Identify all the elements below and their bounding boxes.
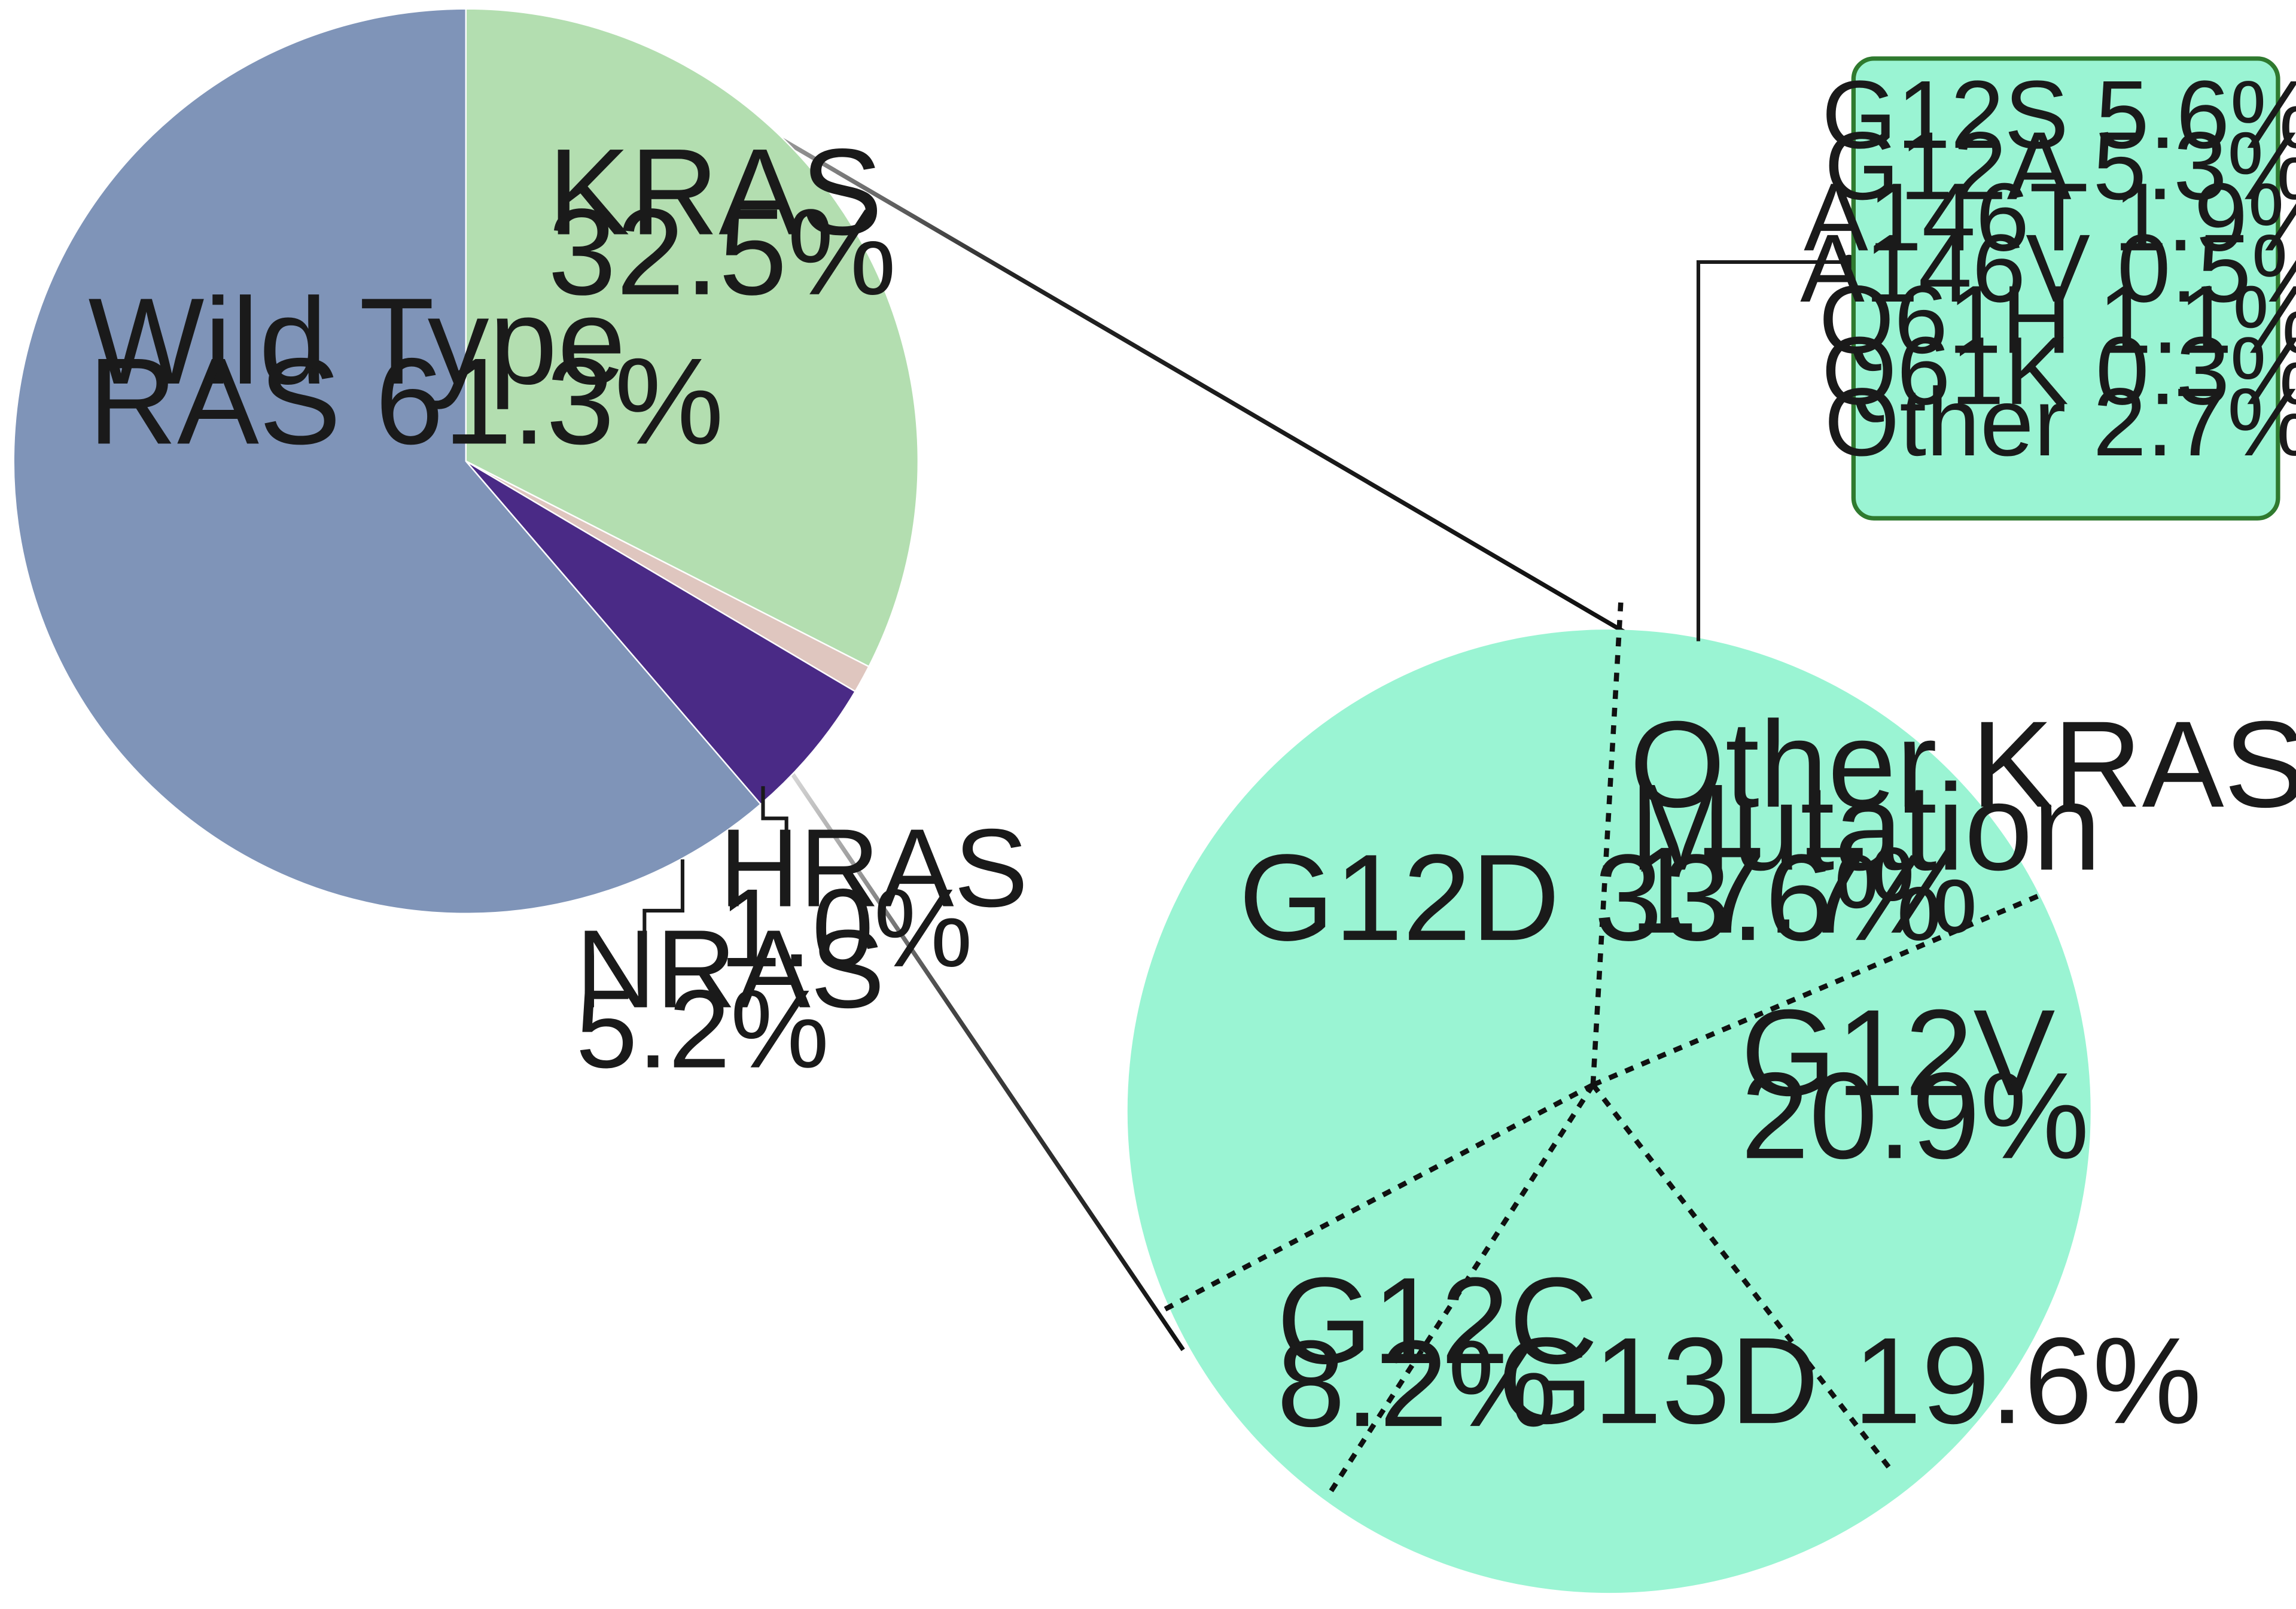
other-kras-label: Other KRAS Mutation 17.7% <box>1630 695 2296 959</box>
nras-label-line1: NRAS <box>575 907 885 1031</box>
g13d-label: G13D 19.6% <box>1498 1312 2202 1449</box>
wild-type-label-line1: Wild Type <box>89 272 626 410</box>
g12v-label-line2: 20.9% <box>1741 1047 2090 1184</box>
slice-wild-type-ras <box>13 8 762 914</box>
breakdown-item: A146T 1.9% <box>1804 163 2296 271</box>
nras-leader-line <box>642 859 684 962</box>
g12v-label: G12V 20.9% <box>1741 984 2090 1184</box>
breakdown-item: G12A 5.3% <box>1825 112 2296 220</box>
breakdown-item: Q61H 1.1% <box>1819 266 2296 374</box>
mutation-breakdown-box <box>1851 56 2280 521</box>
breakdown-item: G12S 5.6% <box>1822 61 2296 169</box>
kras-pie-disc <box>1127 629 2091 1593</box>
nras-label-line2: 5.2% <box>575 968 829 1091</box>
g12c-label-line2: 8.2% <box>1277 1315 1557 1452</box>
g12v-label-line1: G12V <box>1741 984 2056 1121</box>
zoom-connector-lower <box>788 770 1185 1351</box>
g13d-label-line1: G13D 19.6% <box>1498 1312 2202 1449</box>
hras-label-line1: HRAS <box>719 807 1028 930</box>
slice-nras <box>465 460 857 805</box>
g12c-label: G12C 8.2% <box>1277 1252 1632 1452</box>
other-kras-label-line2: Mutation <box>1630 758 2101 896</box>
ras-status-pie <box>13 8 919 914</box>
kras-label-line1: KRAS <box>548 123 883 260</box>
breakdown-item: A146V 0.5% <box>1800 215 2296 323</box>
breakdown-item: Q61K 0.3% <box>1822 317 2296 425</box>
wild-type-label: Wild Type RAS 61.3% <box>89 272 724 470</box>
hras-label: HRAS 1.0% <box>719 807 1059 990</box>
mutation-breakdown-list: G12S 5.6%G12A 5.3%A146T 1.9%A146V 0.5%Q6… <box>1800 61 2296 476</box>
other-kras-label-line1: Other KRAS <box>1630 695 2296 833</box>
other-kras-label-line3: 17.7% <box>1630 822 1978 959</box>
g12d-label-line1: G12D 33.6% <box>1239 829 1943 966</box>
breakdown-connector <box>1696 260 1850 641</box>
wild-type-label-line2: RAS 61.3% <box>89 332 724 470</box>
nras-label: NRAS 5.2% <box>575 907 915 1091</box>
slice-kras <box>465 8 919 668</box>
g12c-label-line1: G12C <box>1277 1252 1598 1389</box>
kras-mutation-pie <box>1127 602 2091 1593</box>
breakdown-item: Other 2.7% <box>1825 369 2296 476</box>
hras-label-line2: 1.0% <box>719 866 973 990</box>
kras-label: KRAS 32.5% <box>548 123 917 320</box>
g12d-label: G12D 33.6% <box>1239 829 1943 966</box>
hras-leader-line <box>761 786 788 864</box>
kras-label-line2: 32.5% <box>548 183 897 321</box>
zoom-connector-upper <box>687 83 1627 635</box>
